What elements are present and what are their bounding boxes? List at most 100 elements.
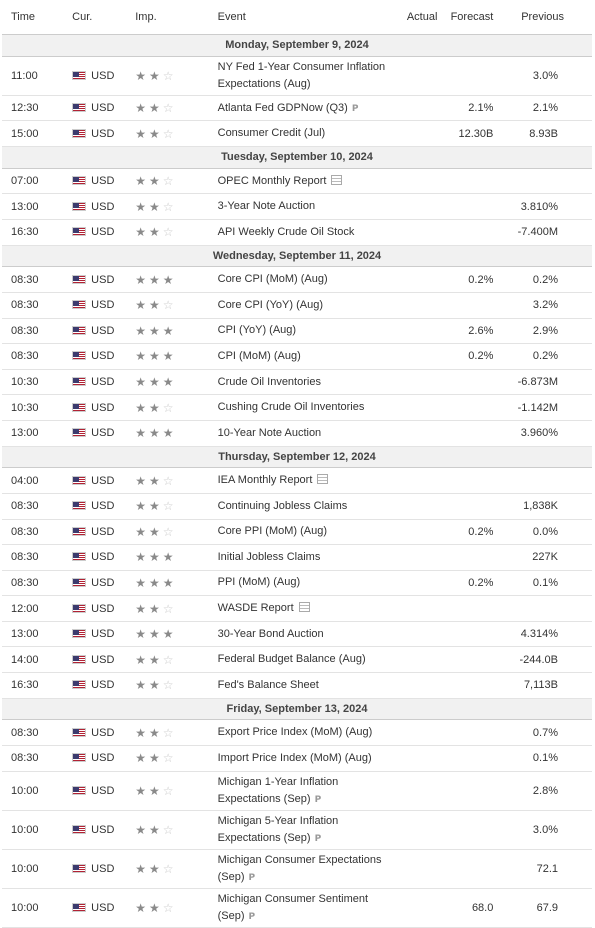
- event-row[interactable]: 10:00 USD ★ ★ ☆ Michigan Consumer Expectation…: [2, 849, 592, 889]
- event-name[interactable]: 3-Year Note Auction: [217, 200, 316, 213]
- event-name[interactable]: Import Price Index (MoM) (Aug): [217, 751, 372, 764]
- event-name[interactable]: 30-Year Bond Auction: [217, 627, 324, 640]
- event-row[interactable]: 11:00 USD ★ ★ ☆ NY Fed 1-Year Consumer Inflat…: [2, 56, 592, 96]
- event-cell[interactable]: Import Price Index (MoM) (Aug): [216, 745, 396, 772]
- event-row[interactable]: 13:00 USD ★ ★ ☆ 3-Year Note Auction 3.810%: [2, 193, 592, 220]
- event-row[interactable]: 08:30 USD ★ ★ ★ CPI (YoY) (Aug) 2.6% 2.9%: [2, 318, 592, 345]
- event-name[interactable]: Core CPI (YoY) (Aug): [217, 298, 323, 311]
- event-previous: 1,838K: [497, 493, 592, 520]
- event-cell[interactable]: Michigan 1-Year Inflation Expectations (…: [216, 771, 396, 811]
- event-name[interactable]: Export Price Index (MoM) (Aug): [217, 726, 373, 739]
- event-cell[interactable]: Export Price Index (MoM) (Aug): [216, 719, 396, 747]
- event-name[interactable]: 10-Year Note Auction: [217, 426, 322, 439]
- event-row[interactable]: 08:30 USD ★ ★ ★ PPI (MoM) (Aug) 0.2% 0.1%: [2, 570, 592, 597]
- currency-code: USD: [91, 273, 115, 286]
- us-flag-icon: [72, 402, 87, 412]
- event-row[interactable]: 10:00 USD ★ ★ ☆ Michigan 1-Year Inflation Exp…: [2, 771, 592, 811]
- event-cell[interactable]: Consumer Credit (Jul): [216, 120, 396, 147]
- event-cell[interactable]: Core CPI (YoY) (Aug): [216, 292, 396, 319]
- event-name[interactable]: Michigan 1-Year Inflation Expectations (…: [217, 775, 339, 805]
- event-row[interactable]: 13:00 USD ★ ★ ★ 10-Year Note Auction 3.960%: [2, 420, 592, 447]
- event-row[interactable]: 08:30 USD ★ ★ ★ Initial Jobless Claims 227K: [2, 544, 592, 571]
- event-row[interactable]: 16:30 USD ★ ★ ☆ Fed's Balance Sheet 7,113B: [2, 672, 592, 699]
- event-row[interactable]: 08:30 USD ★ ★ ☆ Continuing Jobless Claims 1,83…: [2, 493, 592, 520]
- event-name[interactable]: CPI (MoM) (Aug): [217, 349, 301, 362]
- event-cell[interactable]: Federal Budget Balance (Aug): [216, 646, 396, 674]
- event-row[interactable]: 12:30 USD ★ ★ ☆ Atlanta Fed GDPNow (Q3) P 2.1% 2…: [2, 95, 592, 122]
- event-cell[interactable]: Cushing Crude Oil Inventories: [216, 394, 396, 421]
- star-filled-icon: ★: [135, 575, 146, 590]
- event-row[interactable]: 10:30 USD ★ ★ ☆ Cushing Crude Oil Inventories…: [2, 394, 592, 421]
- event-cell[interactable]: IEA Monthly Report: [216, 467, 396, 494]
- event-cell[interactable]: WASDE Report: [216, 595, 396, 622]
- event-cell[interactable]: Michigan Consumer Sentiment (Sep) P: [216, 888, 396, 928]
- event-name[interactable]: NY Fed 1-Year Consumer Inflation Expecta…: [217, 60, 386, 90]
- event-name[interactable]: Core PPI (MoM) (Aug): [217, 525, 328, 538]
- event-forecast: 0.2%: [441, 570, 498, 597]
- currency-code: USD: [91, 784, 115, 797]
- event-row[interactable]: 08:30 USD ★ ★ ☆ Core CPI (YoY) (Aug) 3.2%: [2, 292, 592, 319]
- event-cell[interactable]: Initial Jobless Claims: [216, 544, 396, 571]
- event-row[interactable]: 08:30 USD ★ ★ ☆ Core PPI (MoM) (Aug) 0.2% 0.0%: [2, 519, 592, 546]
- event-name[interactable]: Michigan 5-Year Inflation Expectations (…: [217, 814, 339, 844]
- event-cell[interactable]: Michigan Consumer Expectations (Sep) P: [216, 849, 396, 889]
- event-cell[interactable]: CPI (YoY) (Aug): [216, 318, 396, 345]
- event-name[interactable]: Crude Oil Inventories: [217, 375, 321, 388]
- event-name[interactable]: Cushing Crude Oil Inventories: [217, 401, 365, 414]
- event-cell[interactable]: NY Fed 1-Year Consumer Inflation Expecta…: [216, 56, 396, 96]
- event-cell[interactable]: 10-Year Note Auction: [216, 420, 396, 447]
- event-name[interactable]: API Weekly Crude Oil Stock: [217, 225, 355, 238]
- event-row[interactable]: 08:30 USD ★ ★ ☆ Export Price Index (MoM) (Aug…: [2, 719, 592, 747]
- event-name[interactable]: CPI (YoY) (Aug): [217, 324, 297, 337]
- event-cell[interactable]: Atlanta Fed GDPNow (Q3) P: [216, 95, 396, 122]
- event-currency: USD: [71, 193, 135, 220]
- event-cell[interactable]: Fed's Balance Sheet: [216, 672, 396, 699]
- event-row[interactable]: 12:00 USD ★ ★ ☆ WASDE Report: [2, 595, 592, 622]
- event-name[interactable]: WASDE Report: [217, 602, 294, 615]
- event-row[interactable]: 10:00 USD ★ ★ ☆ Michigan Consumer Sentiment (…: [2, 888, 592, 928]
- event-cell[interactable]: Michigan 5-Year Inflation Expectations (…: [216, 810, 396, 850]
- event-name[interactable]: IEA Monthly Report: [217, 474, 313, 487]
- event-name[interactable]: Atlanta Fed GDPNow (Q3): [217, 101, 348, 114]
- event-cell[interactable]: API Weekly Crude Oil Stock: [216, 219, 396, 246]
- event-row[interactable]: 15:00 USD ★ ★ ☆ Consumer Credit (Jul) 12.30B 8.…: [2, 120, 592, 147]
- event-name[interactable]: Fed's Balance Sheet: [217, 678, 319, 691]
- currency-code: USD: [91, 299, 115, 312]
- event-name[interactable]: Continuing Jobless Claims: [217, 499, 348, 512]
- event-row[interactable]: 13:00 USD ★ ★ ★ 30-Year Bond Auction 4.314%: [2, 621, 592, 648]
- us-flag-icon: [72, 863, 87, 873]
- event-cell[interactable]: Continuing Jobless Claims: [216, 493, 396, 520]
- star-filled-icon: ★: [149, 199, 160, 214]
- event-name[interactable]: Michigan Consumer Sentiment (Sep): [217, 892, 369, 922]
- us-flag-icon: [72, 603, 87, 613]
- event-name[interactable]: Initial Jobless Claims: [217, 550, 321, 563]
- importance-stars: ★ ★ ☆: [134, 193, 217, 220]
- event-cell[interactable]: OPEC Monthly Report: [216, 168, 396, 195]
- event-name[interactable]: OPEC Monthly Report: [217, 174, 327, 187]
- event-row[interactable]: 08:30 USD ★ ★ ★ CPI (MoM) (Aug) 0.2% 0.2%: [2, 343, 592, 370]
- event-row[interactable]: 16:30 USD ★ ★ ☆ API Weekly Crude Oil Stock -7.…: [2, 219, 592, 246]
- event-row[interactable]: 07:00 USD ★ ★ ☆ OPEC Monthly Report: [2, 168, 592, 195]
- event-row[interactable]: 14:00 USD ★ ★ ☆ Federal Budget Balance (Aug) -…: [2, 646, 592, 674]
- event-row[interactable]: 08:30 USD ★ ★ ☆ Import Price Index (MoM) (Aug…: [2, 745, 592, 772]
- event-cell[interactable]: Core CPI (MoM) (Aug): [216, 266, 396, 293]
- event-row[interactable]: 10:30 USD ★ ★ ★ Crude Oil Inventories -6.873M: [2, 369, 592, 396]
- event-name[interactable]: Michigan Consumer Expectations (Sep): [217, 853, 382, 883]
- event-name[interactable]: PPI (MoM) (Aug): [217, 576, 301, 589]
- event-cell[interactable]: Crude Oil Inventories: [216, 369, 396, 396]
- event-time: 13:00: [2, 621, 72, 648]
- event-cell[interactable]: 30-Year Bond Auction: [216, 621, 396, 648]
- star-empty-icon: ☆: [162, 199, 174, 214]
- event-row[interactable]: 04:00 USD ★ ★ ☆ IEA Monthly Report: [2, 467, 592, 494]
- event-cell[interactable]: PPI (MoM) (Aug): [216, 570, 396, 597]
- event-row[interactable]: 10:00 USD ★ ★ ☆ Michigan 5-Year Inflation Exp…: [2, 810, 592, 850]
- event-name[interactable]: Consumer Credit (Jul): [217, 127, 326, 140]
- event-name[interactable]: Core CPI (MoM) (Aug): [217, 273, 328, 286]
- event-cell[interactable]: 3-Year Note Auction: [216, 193, 396, 220]
- event-cell[interactable]: CPI (MoM) (Aug): [216, 343, 396, 370]
- event-forecast: [441, 369, 498, 396]
- event-name[interactable]: Federal Budget Balance (Aug): [217, 653, 366, 666]
- event-row[interactable]: 08:30 USD ★ ★ ★ Core CPI (MoM) (Aug) 0.2% 0.2%: [2, 266, 592, 293]
- event-cell[interactable]: Core PPI (MoM) (Aug): [216, 519, 396, 546]
- event-currency: USD: [71, 318, 135, 345]
